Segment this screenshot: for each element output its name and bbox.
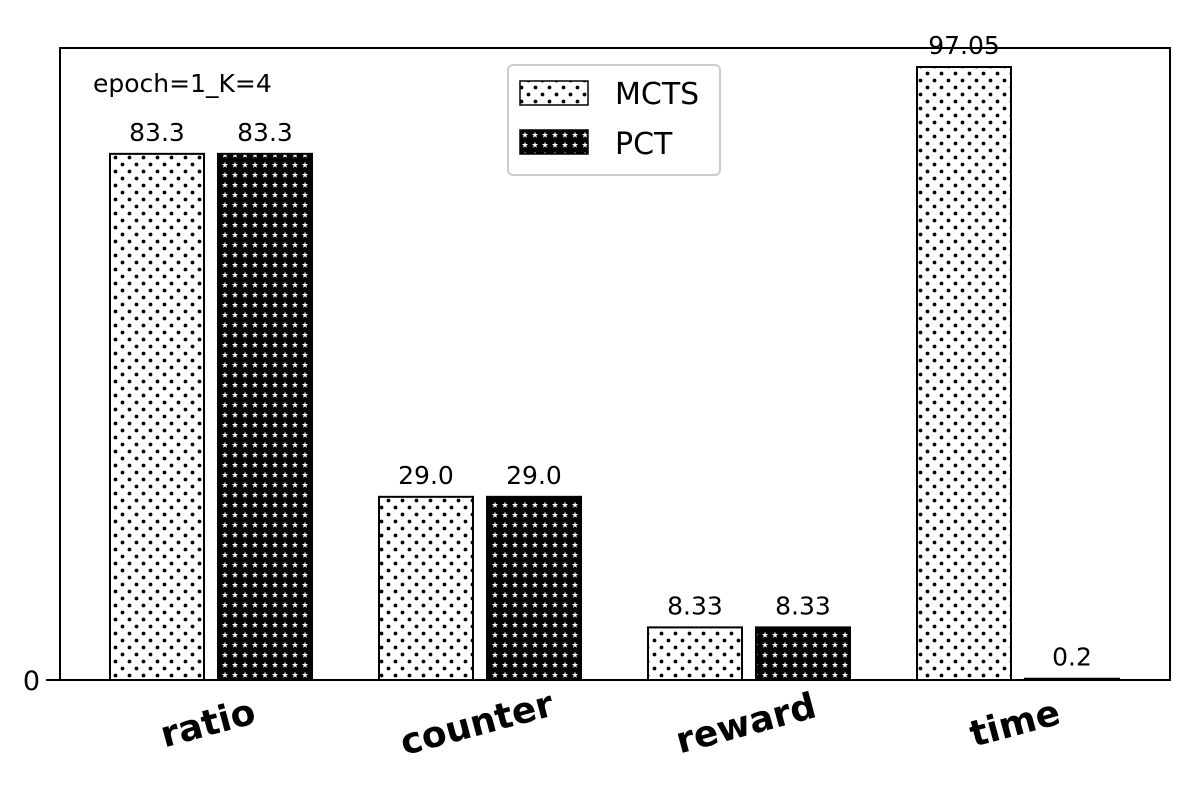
bar-pct-reward [755,626,851,681]
bar-label-mcts-reward: 8.33 [667,591,723,620]
bar-mcts-reward [647,626,743,681]
bar-label-pct-time: 0.2 [1052,643,1092,672]
bar-mcts-ratio [109,152,205,682]
legend-label-mcts: MCTS [615,77,699,112]
y-tick-label-0: 0 [23,666,40,697]
x-tick-label-time: time [966,692,1065,755]
bar-mcts-counter [378,495,474,681]
chart-annotation: epoch=1_K=4 [93,69,272,98]
bar-label-mcts-time: 97.05 [928,31,1000,60]
x-axis: ratio counter reward time [156,684,1064,764]
bar-mcts-time [916,66,1012,681]
bar-label-mcts-ratio: 83.3 [129,118,185,147]
bar-pct-ratio [217,152,313,682]
bars [109,66,1120,682]
bar-label-pct-ratio: 83.3 [237,118,293,147]
x-tick-label-ratio: ratio [156,692,260,757]
bar-value-labels: 83.3 83.3 29.0 29.0 8.33 8.33 97.05 0.2 [129,31,1092,672]
y-axis: 0 [23,666,60,697]
x-tick-label-counter: counter [396,684,558,764]
bar-label-pct-counter: 29.0 [506,461,562,490]
legend: MCTS PCT [507,64,721,176]
bar-label-pct-reward: 8.33 [775,591,831,620]
bar-pct-time [1024,677,1120,682]
legend-swatch-pct [519,129,589,155]
x-tick-label-reward: reward [672,686,821,763]
bar-label-mcts-counter: 29.0 [398,461,454,490]
plot-frame [59,47,1171,681]
legend-swatch-mcts [519,80,589,106]
legend-label-pct: PCT [615,127,673,162]
bar-pct-counter [486,495,582,681]
